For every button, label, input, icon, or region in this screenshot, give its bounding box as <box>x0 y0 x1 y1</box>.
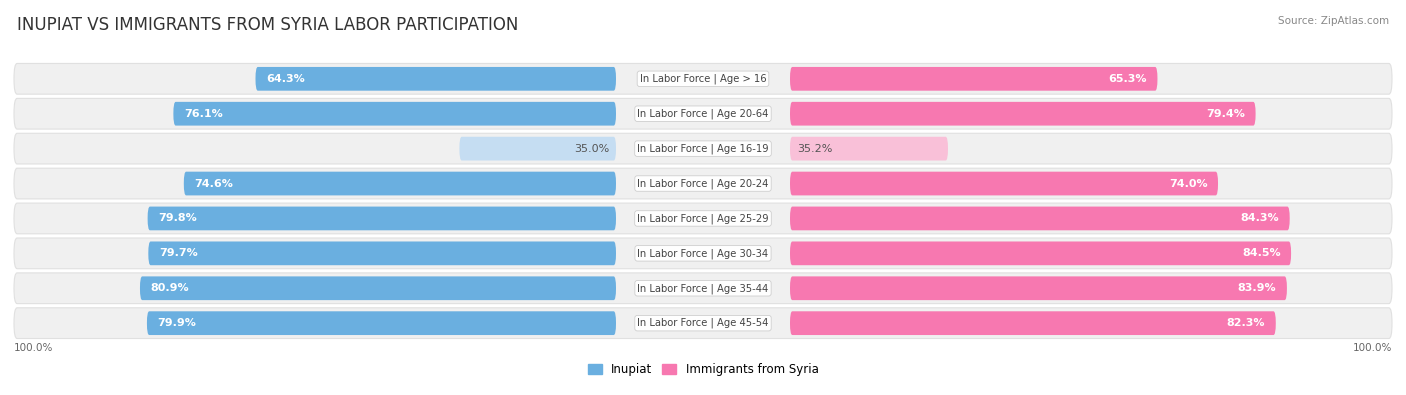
FancyBboxPatch shape <box>790 207 1289 230</box>
FancyBboxPatch shape <box>14 203 1392 234</box>
FancyBboxPatch shape <box>14 273 1392 304</box>
Text: 35.2%: 35.2% <box>797 144 832 154</box>
Text: 76.1%: 76.1% <box>184 109 222 119</box>
FancyBboxPatch shape <box>14 238 1392 269</box>
Text: 64.3%: 64.3% <box>266 74 305 84</box>
Text: 74.6%: 74.6% <box>194 179 233 188</box>
FancyBboxPatch shape <box>14 308 1392 339</box>
Text: 100.0%: 100.0% <box>1353 343 1392 353</box>
Text: 65.3%: 65.3% <box>1108 74 1147 84</box>
FancyBboxPatch shape <box>14 64 1392 94</box>
Text: In Labor Force | Age 45-54: In Labor Force | Age 45-54 <box>637 318 769 328</box>
Text: In Labor Force | Age 20-64: In Labor Force | Age 20-64 <box>637 109 769 119</box>
FancyBboxPatch shape <box>148 241 616 265</box>
Text: Source: ZipAtlas.com: Source: ZipAtlas.com <box>1278 16 1389 26</box>
FancyBboxPatch shape <box>790 137 948 160</box>
Text: In Labor Force | Age 25-29: In Labor Force | Age 25-29 <box>637 213 769 224</box>
FancyBboxPatch shape <box>256 67 616 91</box>
Text: 79.9%: 79.9% <box>157 318 197 328</box>
Text: 79.4%: 79.4% <box>1206 109 1246 119</box>
Text: 74.0%: 74.0% <box>1168 179 1208 188</box>
Legend: Inupiat, Immigrants from Syria: Inupiat, Immigrants from Syria <box>583 358 823 381</box>
FancyBboxPatch shape <box>790 276 1286 300</box>
Text: 83.9%: 83.9% <box>1237 283 1277 293</box>
FancyBboxPatch shape <box>173 102 616 126</box>
FancyBboxPatch shape <box>148 207 616 230</box>
Text: In Labor Force | Age 16-19: In Labor Force | Age 16-19 <box>637 143 769 154</box>
FancyBboxPatch shape <box>790 311 1275 335</box>
Text: 79.8%: 79.8% <box>157 213 197 224</box>
FancyBboxPatch shape <box>184 172 616 196</box>
Text: 79.7%: 79.7% <box>159 248 197 258</box>
FancyBboxPatch shape <box>141 276 616 300</box>
FancyBboxPatch shape <box>146 311 616 335</box>
Text: 100.0%: 100.0% <box>14 343 53 353</box>
FancyBboxPatch shape <box>790 172 1218 196</box>
Text: 84.5%: 84.5% <box>1241 248 1281 258</box>
FancyBboxPatch shape <box>790 102 1256 126</box>
FancyBboxPatch shape <box>460 137 616 160</box>
FancyBboxPatch shape <box>14 133 1392 164</box>
FancyBboxPatch shape <box>14 98 1392 129</box>
Text: In Labor Force | Age 30-34: In Labor Force | Age 30-34 <box>637 248 769 259</box>
Text: 82.3%: 82.3% <box>1227 318 1265 328</box>
FancyBboxPatch shape <box>790 67 1157 91</box>
Text: 84.3%: 84.3% <box>1240 213 1279 224</box>
FancyBboxPatch shape <box>790 241 1291 265</box>
Text: In Labor Force | Age 20-24: In Labor Force | Age 20-24 <box>637 178 769 189</box>
Text: 80.9%: 80.9% <box>150 283 188 293</box>
Text: INUPIAT VS IMMIGRANTS FROM SYRIA LABOR PARTICIPATION: INUPIAT VS IMMIGRANTS FROM SYRIA LABOR P… <box>17 16 519 34</box>
FancyBboxPatch shape <box>14 168 1392 199</box>
Text: 35.0%: 35.0% <box>574 144 609 154</box>
Text: In Labor Force | Age 35-44: In Labor Force | Age 35-44 <box>637 283 769 293</box>
Text: In Labor Force | Age > 16: In Labor Force | Age > 16 <box>640 73 766 84</box>
